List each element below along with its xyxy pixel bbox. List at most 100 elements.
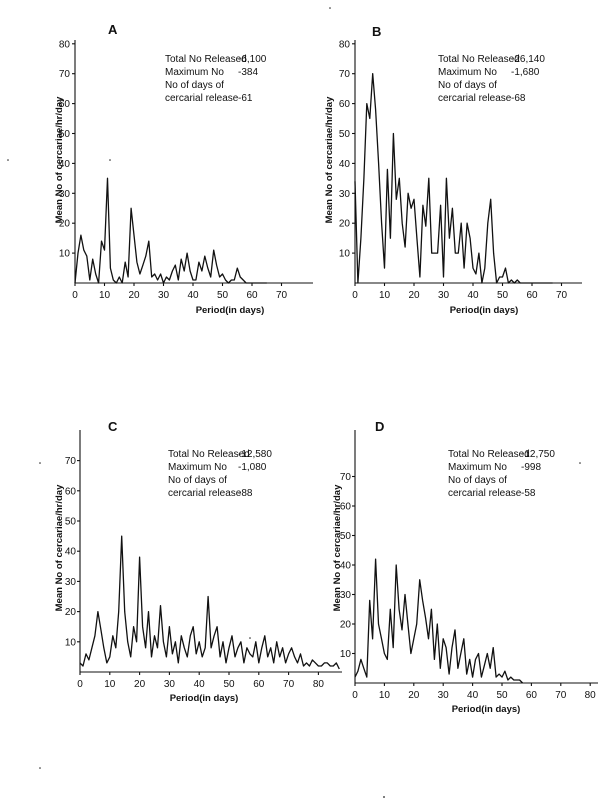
stat-label: Maximum No [438, 67, 497, 78]
stat-value: -26,140 [511, 54, 545, 65]
x-tick-label: 70 [283, 679, 295, 690]
x-tick-label: 10 [104, 679, 116, 690]
y-tick-label: 50 [65, 517, 77, 528]
stat-value: -12,580 [238, 449, 272, 460]
stat-label: No of days of [168, 475, 227, 486]
scan-speck [7, 159, 9, 161]
stat-value: -58 [521, 488, 536, 499]
panel-c: 10 20 30 40 50 60 70 0 10 20 30 40 50 60 70 80 C Total No… [54, 419, 342, 704]
x-axis-title: Period(in days) [450, 305, 519, 316]
panel-b: 10 20 30 40 50 60 70 80 0 10 20 30 40 50 60 70 B Total No… [324, 24, 582, 316]
panel-letter: D [375, 419, 384, 434]
y-tick-label: 20 [339, 219, 351, 230]
y-tick-label: 70 [340, 472, 352, 483]
y-tick-label: 50 [59, 129, 71, 140]
y-tick-label: 80 [59, 39, 71, 50]
x-tick-label: 10 [379, 690, 391, 701]
x-tick-label: 50 [497, 290, 509, 301]
stat-label: Total No Released [168, 449, 250, 460]
y-tick-label: 60 [59, 99, 71, 110]
y-tick-label: 10 [65, 637, 77, 648]
data-series-line [354, 73, 553, 284]
stat-label: No of days of [165, 80, 224, 91]
y-tick-label: 20 [65, 607, 77, 618]
stat-value: -1,080 [238, 462, 267, 473]
stat-value: -384 [238, 67, 258, 78]
y-tick-label: 80 [339, 39, 351, 50]
scan-speck [329, 7, 331, 9]
x-tick-label: 20 [408, 690, 420, 701]
y-tick-label: 20 [340, 620, 352, 631]
x-tick-label: 0 [352, 690, 358, 701]
y-tick-label: 40 [59, 159, 71, 170]
x-tick-label: 30 [438, 290, 450, 301]
panel-letter: A [108, 22, 118, 37]
x-tick-label: 30 [158, 290, 170, 301]
y-tick-label: 50 [340, 531, 352, 542]
x-tick-label: 60 [526, 290, 538, 301]
scan-speck [39, 462, 41, 464]
y-tick-label: 70 [65, 456, 77, 467]
y-axis-title: Mean No of cercariae/hr/day [54, 484, 65, 611]
x-tick-label: 20 [408, 290, 420, 301]
x-axis-title: Period(in days) [196, 305, 265, 316]
y-axis-title: Mean No of cercariae/hr/day [324, 96, 335, 223]
y-tick-label: 60 [339, 99, 351, 110]
x-tick-label: 40 [467, 690, 479, 701]
x-tick-label: 40 [194, 679, 206, 690]
panel-d: 10 20 30 40 50 60 70 0 10 20 30 40 50 60 70 80 D Total No… [332, 419, 598, 715]
x-tick-label: 30 [164, 679, 176, 690]
x-tick-label: 0 [72, 290, 78, 301]
x-tick-label: 70 [276, 290, 288, 301]
x-axis-title: Period(in days) [452, 704, 521, 715]
x-tick-label: 50 [217, 290, 229, 301]
y-tick-label: 10 [59, 249, 71, 260]
x-tick-label: 30 [438, 690, 450, 701]
y-tick-label: 30 [339, 189, 351, 200]
x-tick-label: 60 [526, 690, 538, 701]
stat-value: -61 [238, 93, 253, 104]
x-tick-label: 0 [352, 290, 358, 301]
scan-speck [109, 159, 111, 161]
stat-value: -68 [511, 93, 526, 104]
scan-speck [39, 767, 41, 769]
x-tick-label: 20 [128, 290, 140, 301]
y-tick-label: 10 [340, 649, 352, 660]
y-axis-title: Mean No of cercariae/hr/day [54, 96, 65, 223]
x-tick-label: 80 [313, 679, 325, 690]
x-tick-label: 40 [187, 290, 199, 301]
stat-value: -6,100 [238, 54, 267, 65]
x-tick-label: 80 [585, 690, 597, 701]
x-tick-label: 60 [246, 290, 258, 301]
x-tick-label: 10 [379, 290, 391, 301]
x-tick-label: 0 [77, 679, 83, 690]
y-tick-label: 30 [340, 590, 352, 601]
data-series-line [79, 535, 340, 670]
stat-value: -88 [238, 488, 253, 499]
stat-label: Total No Released [438, 54, 520, 65]
y-tick-label: 40 [339, 159, 351, 170]
x-tick-label: 40 [467, 290, 479, 301]
data-series-line [354, 558, 524, 684]
y-tick-label: 10 [339, 249, 351, 260]
y-tick-label: 70 [339, 69, 351, 80]
stat-value: -12,750 [521, 449, 555, 460]
x-tick-label: 10 [99, 290, 111, 301]
stat-label: Total No Released [165, 54, 247, 65]
stat-label: cercarial release [165, 93, 239, 104]
y-tick-label: 20 [59, 219, 71, 230]
x-tick-label: 70 [556, 290, 568, 301]
y-tick-label: 60 [65, 486, 77, 497]
x-tick-label: 60 [253, 679, 265, 690]
stat-label: No of days of [438, 80, 497, 91]
stat-value: -1,680 [511, 67, 540, 78]
scan-speck [579, 462, 581, 464]
y-tick-label: 50 [339, 129, 351, 140]
stat-label: cercarial release [448, 488, 522, 499]
y-tick-label: 40 [340, 561, 352, 572]
stat-label: No of days of [448, 475, 507, 486]
stat-label: Maximum No [165, 67, 224, 78]
x-tick-label: 70 [555, 690, 567, 701]
